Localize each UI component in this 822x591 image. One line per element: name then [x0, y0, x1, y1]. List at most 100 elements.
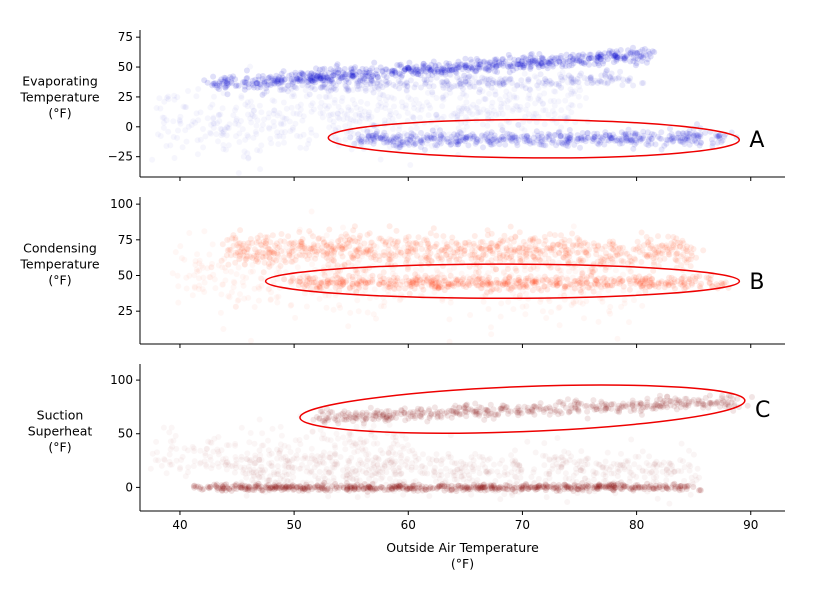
- scatter-point: [241, 79, 248, 86]
- scatter-point: [350, 73, 357, 80]
- scatter-point: [469, 407, 476, 414]
- scatter-point: [342, 231, 349, 238]
- scatter-point: [475, 61, 482, 68]
- scatter-point: [719, 137, 726, 144]
- scatter-point: [227, 247, 234, 253]
- scatter-point: [235, 296, 242, 303]
- scatter-point: [519, 84, 525, 90]
- scatter-point: [324, 74, 331, 81]
- scatter-point: [268, 75, 275, 82]
- scatter-point: [430, 485, 437, 491]
- scatter-point: [567, 131, 574, 138]
- scatter-point: [505, 410, 512, 417]
- scatter-point: [384, 138, 391, 145]
- scatter-point: [652, 405, 659, 412]
- scatter-point: [219, 264, 226, 271]
- scatter-point: [505, 407, 512, 414]
- scatter-point: [610, 59, 617, 66]
- scatter-point: [271, 81, 278, 88]
- scatter-point: [238, 453, 245, 460]
- scatter-point: [446, 132, 452, 138]
- scatter-point: [371, 409, 378, 416]
- scatter-point: [414, 241, 421, 248]
- scatter-point: [567, 402, 574, 409]
- scatter-point: [213, 481, 220, 488]
- scatter-point: [399, 481, 406, 488]
- scatter-point: [681, 286, 688, 292]
- scatter-point: [484, 227, 491, 234]
- scatter-point: [514, 142, 521, 149]
- scatter-point: [311, 77, 318, 84]
- scatter-point: [257, 241, 264, 248]
- scatter-point: [495, 280, 502, 287]
- scatter-point: [669, 138, 676, 145]
- highlight-ellipse: [264, 263, 741, 300]
- scatter-point: [305, 141, 311, 147]
- scatter-point: [459, 61, 466, 68]
- scatter-point: [717, 132, 723, 139]
- scatter-point: [638, 52, 645, 59]
- scatter-points: [190, 392, 755, 507]
- scatter-point: [226, 485, 233, 492]
- scatter-point: [606, 73, 613, 80]
- scatter-point: [526, 247, 533, 254]
- scatter-point: [614, 54, 621, 61]
- scatter-point: [465, 74, 471, 81]
- scatter-point: [666, 397, 673, 404]
- scatter-point: [245, 84, 252, 91]
- scatter-point: [376, 413, 383, 420]
- scatter-point: [434, 284, 441, 291]
- scatter-point: [183, 285, 190, 292]
- scatter-point: [603, 403, 610, 410]
- scatter-point: [210, 80, 217, 87]
- scatter-point: [407, 136, 414, 143]
- scatter-point: [583, 482, 590, 488]
- scatter-point: [445, 281, 452, 288]
- scatter-point: [682, 404, 689, 411]
- scatter-point: [653, 482, 659, 489]
- scatter-point: [302, 245, 308, 252]
- scatter-point: [291, 110, 297, 116]
- scatter-point: [348, 254, 355, 261]
- scatter-point: [430, 131, 437, 138]
- scatter-point: [707, 399, 714, 406]
- scatter-point: [462, 55, 469, 62]
- scatter-point: [269, 77, 276, 84]
- scatter-point: [396, 482, 403, 489]
- scatter-point: [313, 248, 320, 255]
- scatter-point: [470, 83, 476, 89]
- scatter-point: [613, 482, 620, 489]
- scatter-point: [522, 277, 529, 284]
- scatter-point: [500, 136, 507, 143]
- scatter-point: [319, 483, 326, 489]
- scatter-point: [283, 483, 290, 490]
- scatter-point: [671, 285, 678, 292]
- scatter-point: [653, 400, 660, 407]
- scatter-point: [714, 133, 720, 140]
- scatter-point: [242, 486, 249, 492]
- scatter-point: [481, 484, 488, 491]
- scatter-point: [497, 313, 504, 320]
- scatter-point: [346, 243, 353, 250]
- scatter-point: [483, 278, 490, 285]
- scatter-point: [435, 285, 442, 292]
- scatter-point: [358, 280, 365, 286]
- scatter-point: [604, 80, 611, 87]
- scatter-point: [632, 137, 639, 143]
- scatter-point: [394, 143, 400, 149]
- scatter-point: [205, 484, 212, 491]
- scatter-point: [523, 275, 529, 282]
- scatter-point: [410, 131, 417, 138]
- scatter-point: [266, 246, 273, 253]
- scatter-point: [201, 289, 208, 295]
- scatter-point: [518, 278, 525, 285]
- scatter-point: [561, 236, 568, 243]
- scatter-point: [222, 75, 229, 82]
- scatter-point: [506, 483, 513, 490]
- scatter-point: [542, 405, 549, 412]
- scatter-point: [253, 482, 260, 489]
- scatter-point: [638, 229, 645, 236]
- scatter-point: [347, 121, 353, 127]
- scatter-point: [330, 279, 337, 286]
- scatter-point: [240, 282, 247, 289]
